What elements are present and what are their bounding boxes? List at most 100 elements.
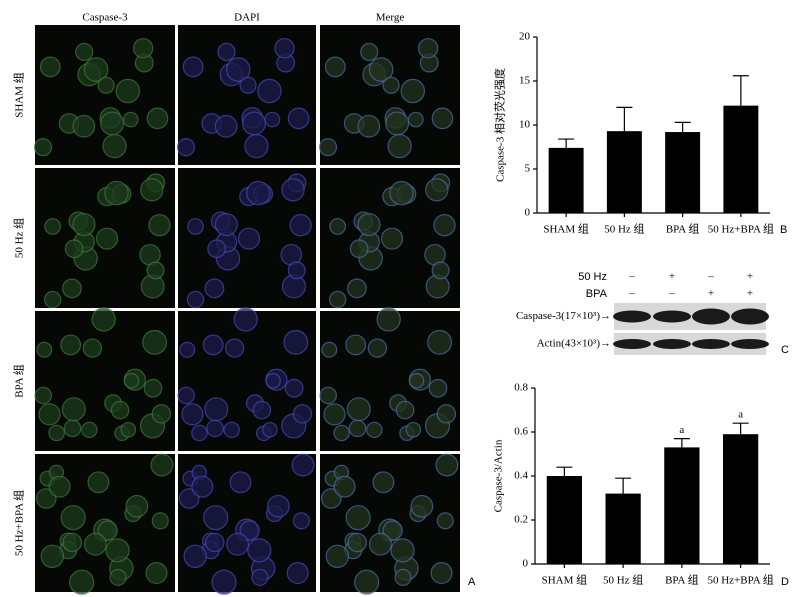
cell: [247, 538, 272, 563]
cell: [104, 180, 129, 206]
condition-sign: –: [707, 271, 714, 283]
cell: [349, 239, 369, 259]
cell: [229, 471, 252, 494]
cell: [346, 397, 371, 422]
cell: [75, 42, 94, 62]
cell: [433, 214, 456, 237]
cell: [61, 397, 86, 422]
cell: [329, 218, 347, 235]
y-tick-label: 0: [525, 207, 531, 219]
cell: [214, 114, 238, 138]
cell: [354, 569, 380, 595]
cell: [143, 378, 163, 398]
condition-sign: –: [628, 288, 635, 300]
cell: [367, 338, 388, 358]
blot-band: [692, 339, 730, 349]
cell: [283, 329, 309, 355]
cell: [60, 505, 86, 531]
cell: [109, 568, 127, 586]
cell: [100, 111, 125, 136]
x-tick-label: 50 Hz 组: [603, 573, 643, 587]
cell: [252, 400, 272, 420]
cell: [33, 138, 53, 157]
row-label: 50 Hz+BPA 组: [12, 490, 26, 556]
cell: [431, 261, 450, 280]
y-tick-label: 0.6: [514, 426, 528, 438]
cell: [436, 512, 454, 530]
cell: [382, 520, 403, 541]
cell: [262, 421, 278, 438]
cell: [39, 56, 61, 78]
cell: [110, 400, 130, 420]
bar: [548, 147, 584, 213]
x-tick-label: 50 Hz 组: [604, 222, 644, 236]
cell: [345, 334, 367, 356]
cell: [436, 404, 457, 424]
cell: [204, 397, 229, 422]
cell: [395, 400, 415, 420]
cell: [372, 471, 395, 494]
row-label: BPA 组: [12, 364, 26, 398]
panel-label: B: [780, 224, 787, 236]
cell: [95, 227, 119, 250]
x-tick-label: BPA 组: [666, 222, 700, 236]
blot-band: [731, 339, 769, 349]
blot-band: [653, 339, 691, 349]
cell: [325, 544, 350, 569]
cell: [151, 512, 169, 530]
cell: [148, 214, 171, 237]
cell: [204, 278, 225, 299]
cell: [140, 178, 164, 202]
x-tick-label: SHAM 组: [543, 222, 589, 236]
y-axis-label: Caspase-3 相对荧光强度: [493, 68, 507, 182]
cell: [357, 114, 381, 138]
cell: [181, 403, 204, 426]
cell: [287, 261, 306, 280]
cell: [425, 178, 449, 202]
cell: [205, 532, 225, 553]
band-label: Caspase-3(17×10³)→: [516, 310, 611, 322]
cell: [289, 214, 312, 237]
bar: [665, 132, 701, 213]
cell: [257, 78, 282, 104]
cell: [48, 475, 71, 498]
cell: [69, 569, 95, 595]
y-tick-label: 15: [519, 75, 531, 87]
cell: [146, 107, 169, 130]
cell: [186, 290, 205, 309]
bar: [605, 493, 641, 564]
condition-label: 50 Hz: [578, 271, 607, 283]
condition-label: BPA: [586, 288, 608, 300]
annotation: a: [738, 409, 743, 421]
cell: [217, 42, 236, 62]
cell: [150, 453, 174, 477]
cell: [226, 532, 250, 556]
y-tick-label: 0.2: [514, 514, 528, 526]
cell: [237, 227, 261, 250]
panel-label: D: [781, 576, 789, 588]
blot-band: [692, 308, 730, 325]
cell: [410, 494, 434, 518]
cell: [223, 421, 240, 439]
cell: [64, 239, 84, 259]
condition-sign: +: [747, 288, 753, 300]
cell: [120, 421, 137, 438]
cell: [72, 212, 96, 237]
column-label: Caspase-3: [82, 12, 128, 24]
cell: [246, 180, 271, 206]
cell: [187, 218, 204, 235]
cell: [430, 562, 453, 585]
x-tick-label: 50 Hz+BPA 组: [707, 573, 773, 587]
cell: [323, 403, 346, 426]
cell: [286, 562, 309, 585]
y-axis-label: Caspase-3/Actin: [493, 439, 505, 512]
cell: [132, 38, 154, 59]
cell: [63, 419, 82, 438]
band-label: Actin(43×10³)→: [537, 338, 611, 350]
bar: [606, 131, 642, 213]
cell: [428, 378, 448, 398]
cell: [44, 218, 62, 235]
condition-sign: +: [669, 271, 675, 283]
bar: [723, 434, 759, 564]
cell: [324, 56, 346, 78]
